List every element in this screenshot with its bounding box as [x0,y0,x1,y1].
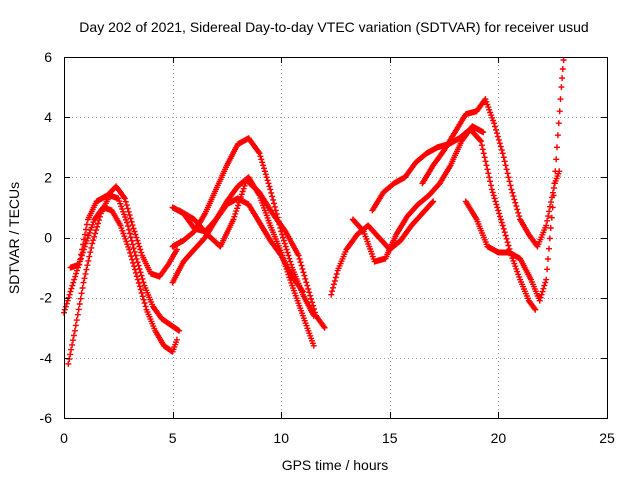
data-points [419,96,563,250]
y-tick-labels: -6 -4 -2 0 2 4 6 [40,49,53,426]
x-tick-labels: 0 5 10 15 20 25 [60,430,615,446]
series-track-10 [369,126,539,313]
data-layer [61,57,567,367]
y-tick-label: 4 [44,109,52,125]
y-tick-label: 2 [44,169,52,185]
chart-title: Day 202 of 2021, Sidereal Day-to-day VTE… [79,19,588,35]
x-tick-label: 25 [599,430,615,446]
y-tick-label: 6 [44,49,52,65]
y-tick-label: -4 [40,350,53,366]
x-tick-label: 5 [169,430,177,446]
series-track-9 [349,123,487,265]
series-track-2 [65,192,183,367]
series-track-1 [61,204,180,355]
data-points [369,126,539,313]
x-tick-label: 20 [491,430,507,446]
data-points [328,198,437,298]
data-points [349,123,487,265]
data-points [65,192,183,367]
x-axis-label: GPS time / hours [282,457,389,473]
y-axis-label: SDTVAR / TECUs [6,182,22,294]
series-track-3 [67,183,180,280]
ticks [64,57,608,419]
series-track-11 [419,96,563,250]
series-track-8 [328,198,437,298]
x-tick-label: 10 [273,430,289,446]
data-points [176,177,328,331]
x-tick-label: 0 [60,430,68,446]
data-points [462,57,567,304]
y-tick-label: -6 [40,410,53,426]
grid [64,57,607,418]
x-tick-label: 15 [382,430,398,446]
y-tick-label: 0 [44,230,52,246]
series-track-12 [462,57,567,304]
data-points [61,204,180,355]
data-points [67,183,180,280]
series-track-7 [176,177,328,331]
y-tick-label: -2 [40,290,53,306]
